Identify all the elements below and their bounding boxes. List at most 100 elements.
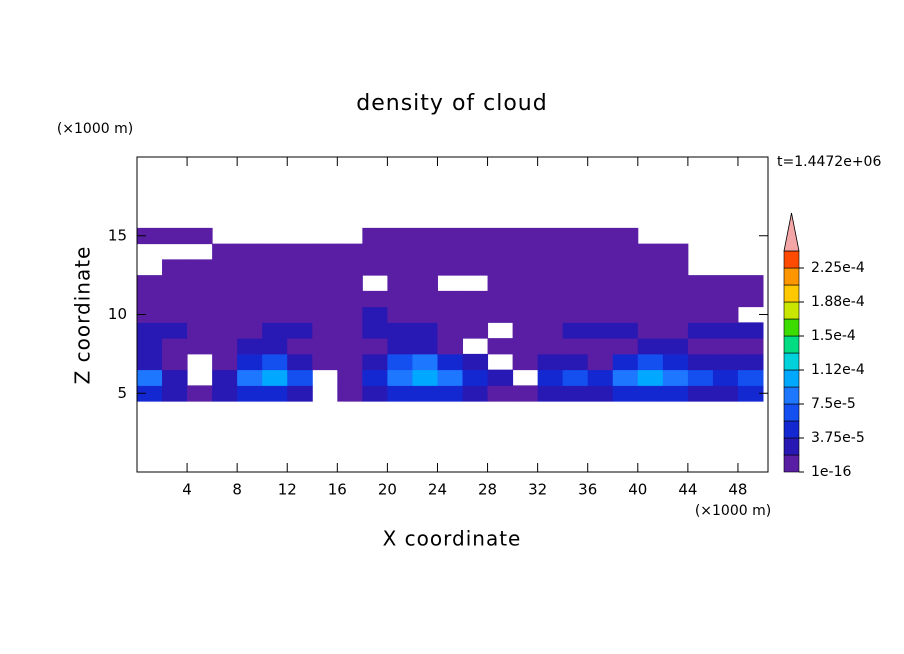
contour-cell: [287, 322, 313, 339]
contour-cell: [612, 275, 639, 292]
contour-cell: [262, 353, 288, 371]
contour-cell: [162, 275, 188, 292]
y-tick-label: 5: [117, 384, 127, 402]
contour-cell: [612, 353, 639, 371]
contour-cell: [287, 259, 313, 276]
contour-cell: [612, 243, 639, 260]
contour-cell: [587, 259, 614, 276]
contour-cell: [712, 385, 739, 402]
contour-cell: [412, 290, 438, 308]
contour-cell: [262, 385, 288, 402]
contour-cell: [587, 353, 614, 371]
contour-cell: [237, 290, 263, 308]
contour-cell: [362, 243, 388, 260]
contour-cell: [362, 306, 388, 323]
contour-cell: [512, 322, 539, 339]
contour-cell: [537, 275, 564, 292]
contour-cell: [162, 385, 188, 402]
contour-cell: [512, 227, 539, 245]
contour-cell: [537, 353, 564, 371]
contour-cell: [162, 369, 188, 386]
contour-cell: [612, 385, 639, 402]
contour-cell: [687, 338, 714, 355]
contour-cell: [312, 259, 338, 276]
contour-cell: [637, 338, 664, 355]
contour-cell: [537, 306, 564, 323]
contour-cell: [137, 227, 163, 245]
contour-cell: [612, 369, 639, 386]
colorbar-band: [783, 301, 800, 320]
contour-cell: [487, 259, 514, 276]
contour-cell: [412, 259, 438, 276]
contour-cell: [412, 338, 438, 355]
contour-cell: [412, 322, 438, 339]
contour-cell: [712, 353, 739, 371]
contour-cell: [737, 369, 764, 386]
contour-cell: [187, 338, 213, 355]
contour-cell: [162, 290, 188, 308]
contour-cell: [512, 353, 539, 371]
contour-cell: [662, 385, 689, 402]
contour-cell: [587, 227, 614, 245]
contour-cell: [662, 338, 689, 355]
colorbar-extend: [783, 212, 800, 252]
contour-cell: [462, 385, 489, 402]
contour-cell: [387, 275, 413, 292]
contour-cell: [487, 369, 514, 386]
contour-cell: [687, 275, 714, 292]
contour-cell: [312, 353, 338, 371]
contour-cell: [512, 275, 539, 292]
contour-cell: [562, 353, 589, 371]
contour-cell: [462, 322, 489, 339]
contour-cell: [537, 290, 564, 308]
x-tick-label: 24: [428, 481, 447, 499]
contour-cell: [587, 385, 614, 402]
contour-cell: [237, 353, 263, 371]
contour-cell: [137, 385, 163, 402]
colorbar-band: [783, 420, 800, 439]
contour-cell: [662, 306, 689, 323]
contour-cell: [362, 385, 388, 402]
contour-cell: [662, 353, 689, 371]
contour-cell: [462, 369, 489, 386]
contour-cell: [487, 275, 514, 292]
contour-cell: [612, 259, 639, 276]
contour-cell: [287, 306, 313, 323]
contour-cell: [162, 353, 188, 371]
contour-cell: [337, 369, 363, 386]
contour-cell: [387, 322, 413, 339]
contour-cell: [662, 290, 689, 308]
contour-cell: [162, 322, 188, 339]
contour-cell: [237, 259, 263, 276]
contour-cell: [237, 369, 263, 386]
contour-cell: [737, 290, 764, 308]
colorbar-band: [783, 403, 800, 422]
contour-cell: [237, 275, 263, 292]
contour-cell: [637, 259, 664, 276]
contour-cell: [562, 227, 589, 245]
contour-cell: [587, 306, 614, 323]
contour-cell: [712, 322, 739, 339]
contour-cell: [137, 353, 163, 371]
contour-cell: [737, 275, 764, 292]
contour-cell: [437, 306, 464, 323]
contour-cell: [237, 243, 263, 260]
x-tick-label: 28: [478, 481, 497, 499]
contour-cell: [587, 322, 614, 339]
contour-cell: [537, 243, 564, 260]
x-tick-label: 48: [728, 481, 747, 499]
contour-cell: [187, 259, 213, 276]
contour-cell: [712, 306, 739, 323]
contour-cell: [587, 369, 614, 386]
contour-cell: [337, 353, 363, 371]
time-label: t=1.4472e+06: [777, 154, 881, 170]
contour-cell: [262, 290, 288, 308]
contour-cell: [687, 385, 714, 402]
contour-cell: [337, 290, 363, 308]
contour-cell: [587, 243, 614, 260]
contour-cell: [537, 338, 564, 355]
contour-cell: [312, 243, 338, 260]
contour-cell: [187, 385, 213, 402]
contour-cell: [437, 353, 464, 371]
